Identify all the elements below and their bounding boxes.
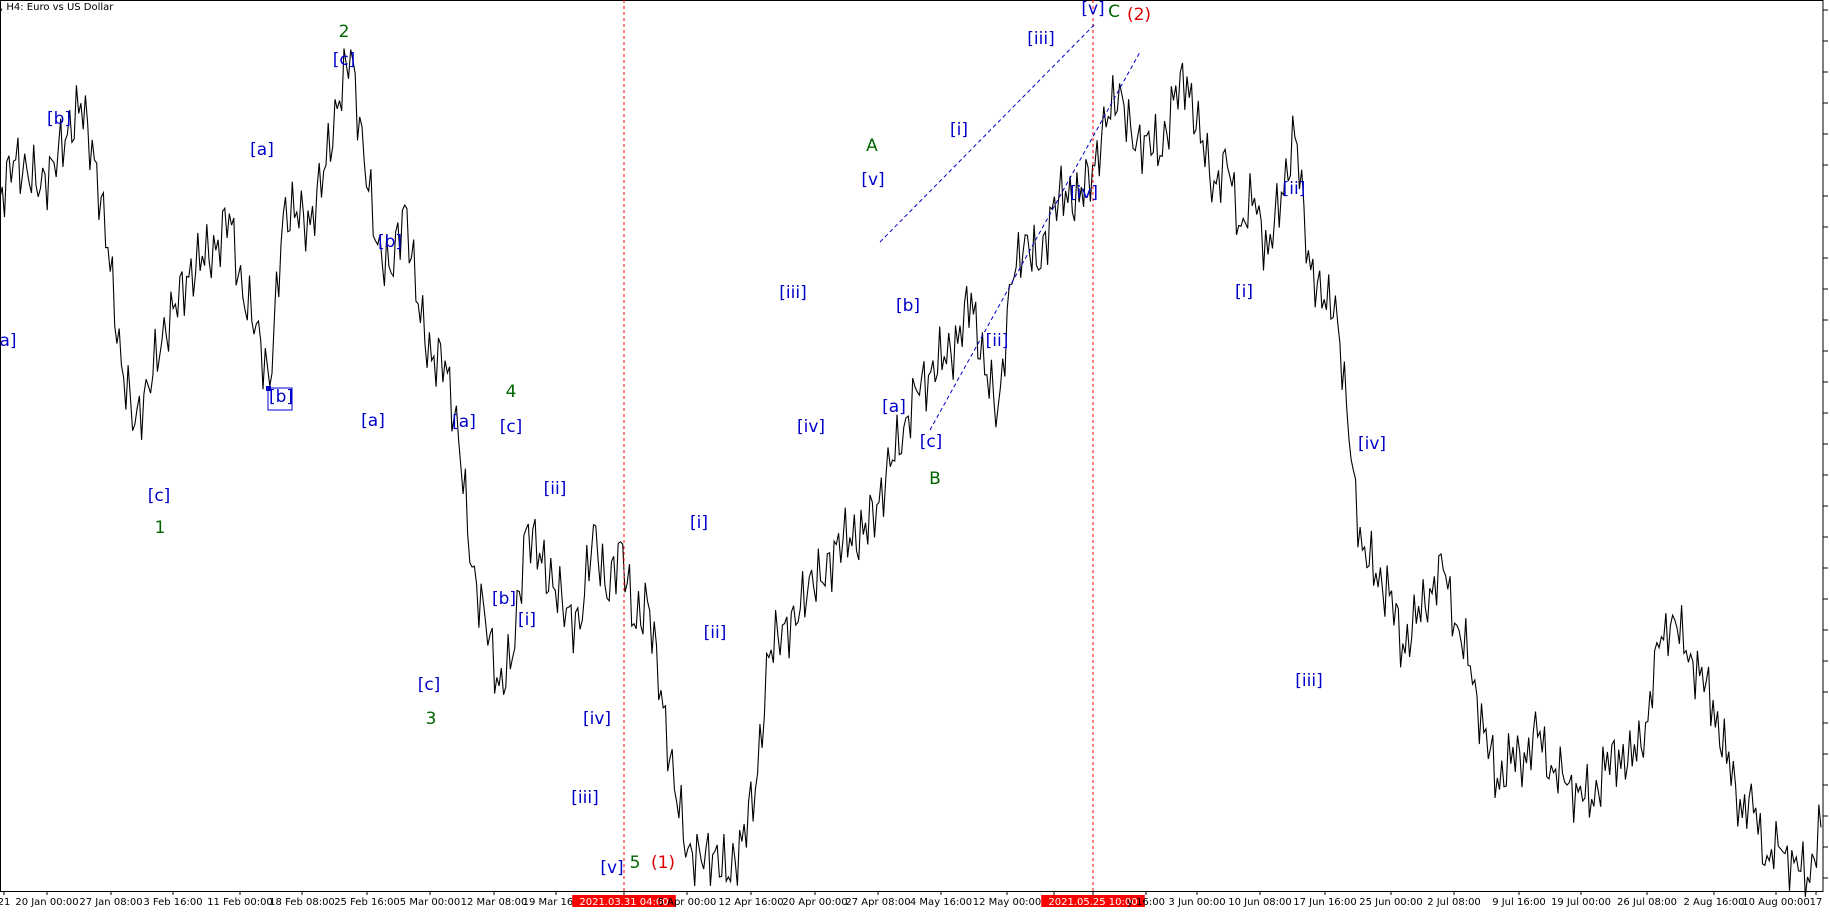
wave-label[interactable]: 5 [630,853,641,873]
wave-label[interactable]: C [1108,2,1120,22]
wave-label[interactable]: [iii] [1027,29,1054,49]
x-tick-label: 17 [1810,897,1823,908]
x-tick-label: 25 Jun 00:00 [1359,897,1423,908]
wave-label[interactable]: [b] [492,589,516,609]
x-tick-label: 10 Aug 00:00 [1742,897,1809,908]
wave-label[interactable]: [i] [950,120,968,140]
wave-label[interactable]: [b] [269,387,293,407]
x-tick-label: 19 Jul 00:00 [1551,897,1611,908]
wave-label[interactable]: [i] [518,610,536,630]
wave-label[interactable]: [c] [920,432,943,452]
wave-label[interactable]: [ii] [544,479,567,499]
x-tick-label: 26 Jul 08:00 [1617,897,1677,908]
x-tick-label: 11 Feb 00:00 [207,897,273,908]
selection-handle[interactable] [266,386,271,391]
x-tick-label: 12 May 00:00 [973,897,1042,908]
wave-label[interactable]: [i] [690,513,708,533]
wave-label[interactable]: [c] [500,417,523,437]
wave-label[interactable]: [a] [250,140,274,160]
wave-label[interactable]: [v] [861,170,884,190]
price-line [0,48,1822,897]
x-tick-label: y 16:00 [1127,897,1165,908]
wave-label[interactable]: [v] [600,858,623,878]
x-tick-label: 3 Feb 16:00 [143,897,202,908]
x-tick-label: 17 Jun 16:00 [1293,897,1357,908]
x-tick-label: 10 Jun 08:00 [1228,897,1292,908]
wave-label[interactable]: (1) [651,853,675,873]
wave-label[interactable]: [b] [378,232,402,252]
x-tick-label: 21 [0,897,10,908]
wave-label[interactable]: [iv] [1070,183,1098,203]
wave-label[interactable]: [ii] [704,623,727,643]
x-tick-label: 25 Feb 16:00 [334,897,400,908]
channel-line-1[interactable] [879,23,1096,243]
x-tick-label: 19 Mar 16:00 [523,897,590,908]
wave-label[interactable]: B [929,469,941,489]
x-tick-label: 5 Apr 00:00 [658,897,717,908]
wave-label[interactable]: [i] [1235,282,1253,302]
highlighted-time-box [572,895,676,907]
wave-label[interactable]: [v] [1081,0,1104,19]
wave-label[interactable]: [a] [882,397,906,417]
wave-label[interactable]: [iii] [779,283,806,303]
wave-label[interactable]: (2) [1127,5,1151,25]
x-tick-label: 18 Feb 08:00 [269,897,335,908]
wave-label[interactable]: 3 [426,709,437,729]
wave-label[interactable]: [b] [47,109,71,129]
wave-label[interactable]: A [866,136,878,156]
wave-label[interactable]: [iii] [571,788,598,808]
x-tick-label: 27 Jan 08:00 [79,897,142,908]
wave-label[interactable]: 2 [339,22,350,42]
x-tick-label: 27 Apr 08:00 [845,897,910,908]
x-tick-label: 3 Jun 00:00 [1168,897,1225,908]
wave-label[interactable]: [ii] [986,331,1009,351]
wave-label[interactable]: [c] [148,486,171,506]
x-tick-label: 4 May 16:00 [910,897,972,908]
wave-label[interactable]: [ii] [1283,179,1306,199]
selected-label-box[interactable] [267,387,293,411]
wave-label[interactable]: 4 [506,382,517,402]
x-tick-label: 5 Mar 00:00 [400,897,460,908]
x-tick-label: 12 Mar 08:00 [461,897,528,908]
chart-title: , H4: Euro vs US Dollar [0,2,114,13]
x-tick-label: 20 Jan 00:00 [15,897,78,908]
channel-line-2[interactable] [929,51,1141,431]
wave-label[interactable]: [c] [418,675,441,695]
x-tick-label: 2021.05.25 10:00 [1048,897,1137,908]
x-tick-label: 2021.03.31 04:00 [579,897,668,908]
wave-label[interactable]: [iv] [583,709,611,729]
x-tick-label: 2 Aug 16:00 [1683,897,1744,908]
wave-label[interactable]: [c] [333,50,356,70]
plot-frame [0,0,1824,892]
x-tick-label: 9 Jul 16:00 [1492,897,1546,908]
wave-label[interactable]: [iv] [1358,434,1386,454]
wave-label[interactable]: [a] [452,412,476,432]
wave-label[interactable]: 1 [155,518,166,538]
wave-label[interactable]: [b] [896,296,920,316]
wave-label[interactable]: [iii] [1295,671,1322,691]
highlighted-time-box [1041,895,1145,907]
x-tick-label: 20 Apr 00:00 [782,897,847,908]
wave-label[interactable]: [iv] [797,417,825,437]
x-tick-label: 2 Jul 08:00 [1427,897,1481,908]
wave-label[interactable]: [a] [361,411,385,431]
wave-label[interactable]: a] [0,331,17,351]
x-tick-label: 12 Apr 16:00 [718,897,783,908]
